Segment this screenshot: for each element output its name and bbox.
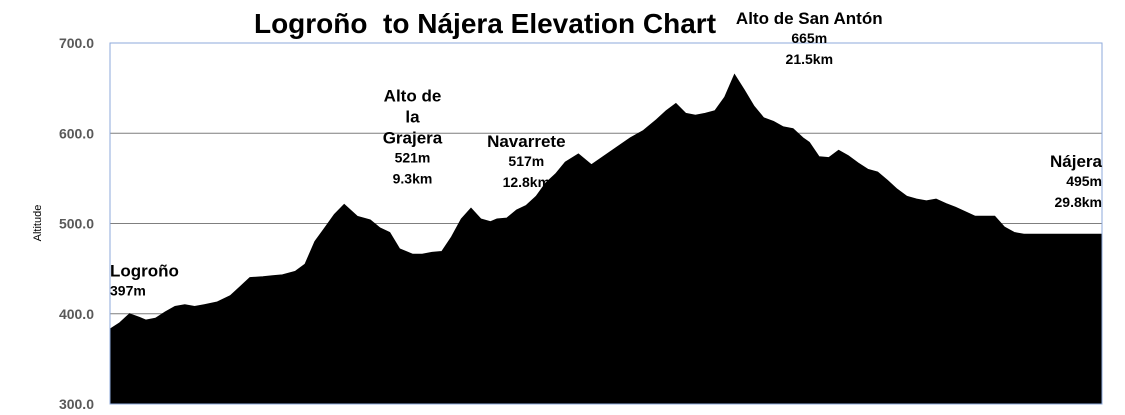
annotation-1-name-2: Grajera	[383, 129, 443, 148]
annotation-2-name-0: Navarrete	[487, 132, 565, 151]
annotation-1: Alto de la Grajera 521m 9.3km	[383, 87, 443, 187]
chart-title: Logroño to Nájera Elevation Chart	[254, 8, 716, 39]
plot-frame	[109, 42, 1103, 405]
y-axis-label: Altitude	[32, 205, 44, 242]
annotation-4-detail-0: 495m	[1066, 173, 1102, 189]
annotation-1-name-1: la	[405, 108, 420, 127]
annotations: Logroño 397m Alto de la Grajera 521m 9.3km Nava…	[110, 9, 1103, 298]
annotation-0-name-0: Logroño	[110, 261, 179, 280]
annotation-4: Nájera 495m 29.8km	[1050, 152, 1103, 210]
elevation-area	[109, 73, 1103, 405]
annotation-0: Logroño 397m	[110, 261, 179, 298]
annotation-4-detail-1: 29.8km	[1055, 194, 1102, 210]
annotation-2: Navarrete 517m 12.8km	[487, 132, 565, 190]
plot-border	[109, 42, 1103, 405]
annotation-1-detail-1: 9.3km	[393, 171, 433, 187]
annotation-2-detail-1: 12.8km	[503, 174, 550, 190]
y-tick-label-1: 400.0	[59, 306, 94, 322]
annotation-0-detail-0: 397m	[110, 282, 146, 298]
y-tick-label-0: 300.0	[59, 396, 94, 412]
y-tick-labels: 300.0 400.0 500.0 600.0 700.0	[59, 35, 94, 412]
elevation-profile	[109, 73, 1103, 405]
y-tick-label-4: 700.0	[59, 35, 94, 51]
y-tick-label-2: 500.0	[59, 216, 94, 232]
annotation-1-detail-0: 521m	[395, 150, 431, 166]
annotation-1-name-0: Alto de	[384, 87, 442, 106]
annotation-4-name-0: Nájera	[1050, 152, 1103, 171]
annotation-3-name-0: Alto de San Antón	[736, 9, 883, 28]
annotation-3-detail-1: 21.5km	[786, 51, 833, 67]
annotation-3-detail-0: 665m	[791, 30, 827, 46]
annotation-2-detail-0: 517m	[508, 153, 544, 169]
y-tick-label-3: 600.0	[59, 125, 94, 141]
annotation-3: Alto de San Antón 665m 21.5km	[736, 9, 883, 67]
